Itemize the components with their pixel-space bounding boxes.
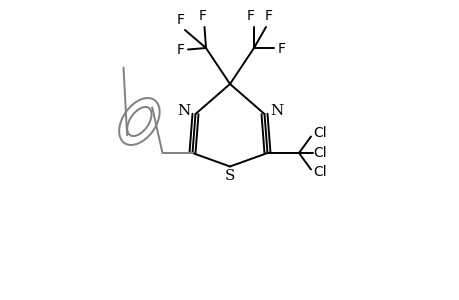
Text: F: F	[198, 8, 206, 22]
Text: Cl: Cl	[313, 127, 326, 140]
Text: F: F	[277, 42, 285, 56]
Text: F: F	[176, 44, 184, 57]
Text: F: F	[264, 8, 272, 22]
Text: Cl: Cl	[313, 146, 326, 160]
Text: Cl: Cl	[313, 166, 326, 179]
Text: S: S	[224, 169, 235, 184]
Text: F: F	[246, 8, 254, 22]
Text: N: N	[176, 104, 190, 118]
Text: N: N	[269, 104, 283, 118]
Text: F: F	[176, 13, 184, 27]
